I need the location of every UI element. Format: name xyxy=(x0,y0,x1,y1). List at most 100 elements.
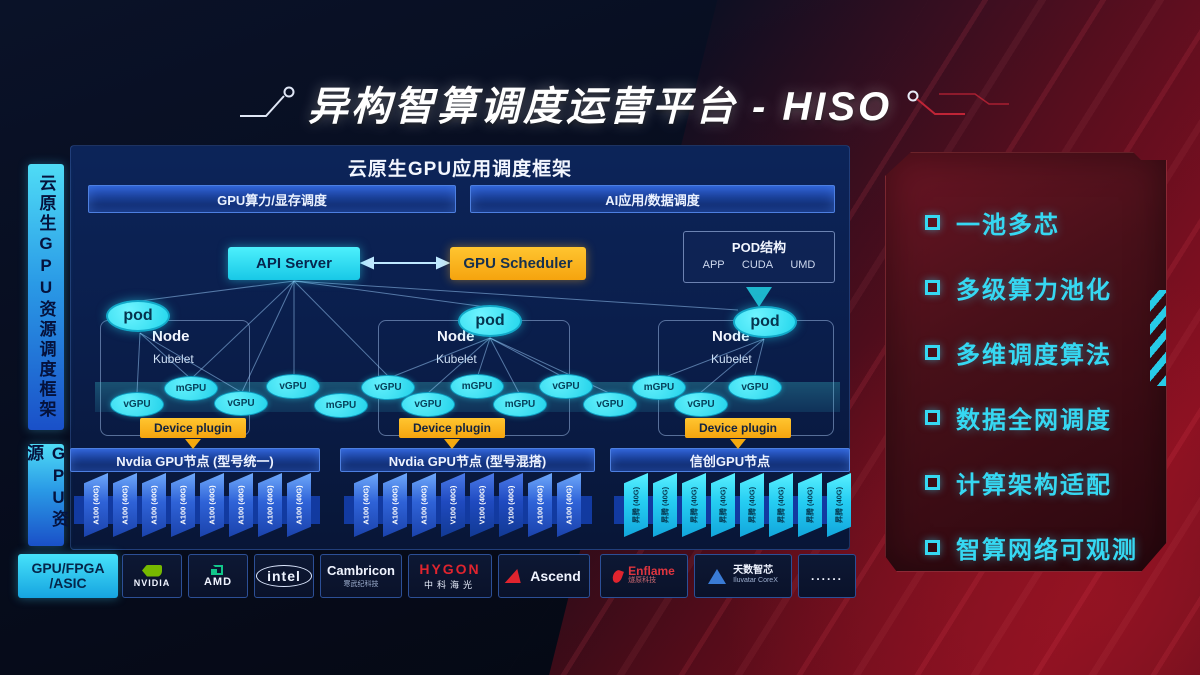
gpu-card: A100 (40G) xyxy=(383,473,407,537)
gpu-compute-scheduling-bar: GPU算力/显存调度 xyxy=(88,185,456,213)
square-bullet-icon xyxy=(925,215,940,230)
gpu-unit-ellipse: mGPU xyxy=(493,392,547,417)
device-plugin-3: Device plugin xyxy=(685,418,791,438)
pod-layer-cuda: CUDA xyxy=(741,259,774,271)
gpu-unit-ellipse: vGPU xyxy=(214,391,268,416)
gpu-unit-ellipse: vGPU xyxy=(674,392,728,417)
gpu-unit-ellipse: mGPU xyxy=(164,376,218,401)
gpu-unit-ellipse: vGPU xyxy=(583,392,637,417)
device-plugin-2: Device plugin xyxy=(399,418,505,438)
gpu-card: 昇腾 (40G) xyxy=(769,473,793,537)
feature-item: 计算架构适配 xyxy=(925,450,1138,515)
gpu-unit-ellipse: mGPU xyxy=(632,375,686,400)
gpu-card-band-1 xyxy=(74,496,320,524)
gpu-card: A100 (40G) xyxy=(171,473,195,537)
gpu-group-label-1: Nvdia GPU节点 (型号统一) xyxy=(70,448,320,472)
feature-item: 智算网络可观测 xyxy=(925,515,1138,580)
pod-ellipse-1: pod xyxy=(106,300,170,332)
feature-panel xyxy=(885,152,1167,572)
square-bullet-icon xyxy=(925,410,940,425)
device-plugin-arrow-3 xyxy=(730,439,746,449)
pod-ellipse-3: pod xyxy=(733,306,797,338)
gpu-card: A100 (40G) xyxy=(142,473,166,537)
gpu-card: A100 (40G) xyxy=(287,473,311,537)
square-bullet-icon xyxy=(925,540,940,555)
gpu-unit-ellipse: vGPU xyxy=(266,374,320,399)
square-bullet-icon xyxy=(925,475,940,490)
sidebar-framework-label: 云原生GPU资源调度框架 xyxy=(28,164,64,430)
feature-item: 数据全网调度 xyxy=(925,385,1138,450)
gpu-group-label-2: Nvdia GPU节点 (型号混搭) xyxy=(340,448,595,472)
hardware-label-line2: /ASIC xyxy=(49,575,87,591)
vendor-amd: AMD xyxy=(188,554,248,598)
gpu-card: V100 (40G) xyxy=(499,473,523,537)
feature-item: 一池多芯 xyxy=(925,190,1138,255)
gpu-card: A100 (40G) xyxy=(258,473,282,537)
gpu-unit-ellipse: vGPU xyxy=(401,392,455,417)
gpu-card: A100 (40G) xyxy=(84,473,108,537)
kubelet-label-3: Kubelet xyxy=(711,352,752,366)
square-bullet-icon xyxy=(925,280,940,295)
feature-list: 一池多芯 多级算力池化 多维调度算法 数据全网调度 计算架构适配 智算网络可观测 xyxy=(925,190,1138,580)
square-bullet-icon xyxy=(925,345,940,360)
amd-logo-icon xyxy=(211,564,223,575)
page-title: 异构智算调度运营平台 - HISO xyxy=(307,85,893,129)
gpu-card: A100 (40G) xyxy=(113,473,137,537)
gpu-card: 昇腾 (40G) xyxy=(827,473,851,537)
gpu-card: A100 (40G) xyxy=(528,473,552,537)
gpu-card: A100 (40G) xyxy=(354,473,378,537)
vendor-iluvatar: 天数智芯 Iluvatar CoreX xyxy=(694,554,792,598)
gpu-scheduler-box: GPU Scheduler xyxy=(450,247,586,280)
device-plugin-arrow-2 xyxy=(444,439,460,449)
gpu-card-band-2 xyxy=(344,496,592,524)
vendor-hygon: HYGON 中科海光 xyxy=(408,554,492,598)
circuit-node-icon xyxy=(907,90,1009,115)
ai-data-scheduling-bar: AI应用/数据调度 xyxy=(470,185,835,213)
iluvatar-logo-icon xyxy=(708,568,727,584)
gpu-card: 昇腾 (40G) xyxy=(653,473,677,537)
ascend-logo-icon xyxy=(504,569,526,583)
vendor-cambricon: Cambricon 寒武纪科技 xyxy=(320,554,402,598)
gpu-unit-ellipse: vGPU xyxy=(539,374,593,399)
device-plugin-1: Device plugin xyxy=(140,418,246,438)
hardware-label-line1: GPU/FPGA xyxy=(31,560,105,576)
gpu-card: 昇腾 (40G) xyxy=(711,473,735,537)
gpu-unit-ellipse: mGPU xyxy=(450,374,504,399)
enflame-logo-icon xyxy=(611,568,625,584)
framework-header: 云原生GPU应用调度框架 xyxy=(347,159,573,180)
gpu-card: A100 (40G) xyxy=(412,473,436,537)
gpu-card: 昇腾 (40G) xyxy=(798,473,822,537)
pod-ellipse-2: pod xyxy=(458,305,522,337)
vendor-intel: intel xyxy=(254,554,314,598)
kubelet-label-1: Kubelet xyxy=(153,352,194,366)
gpu-card: A100 (40G) xyxy=(229,473,253,537)
api-server-box: API Server xyxy=(228,247,360,280)
pod-layer-app: APP xyxy=(702,259,725,271)
pod-layer-umd: UMD xyxy=(790,259,816,271)
gpu-card: A100 (40G) xyxy=(557,473,581,537)
node-label-1: Node xyxy=(152,328,190,345)
pod-structure-title: POD结构 xyxy=(731,240,787,255)
vendor-ascend: Ascend xyxy=(498,554,590,598)
vendor-more: ...... xyxy=(798,554,856,598)
gpu-unit-ellipse: vGPU xyxy=(110,392,164,417)
hazard-stripe-decoration xyxy=(1150,290,1166,386)
feature-item: 多级算力池化 xyxy=(925,255,1138,320)
kubelet-label-2: Kubelet xyxy=(436,352,477,366)
vendor-nvidia: NVIDIA xyxy=(122,554,182,598)
gpu-group-label-3: 信创GPU节点 xyxy=(610,448,850,472)
gpu-card: 昇腾 (40G) xyxy=(682,473,706,537)
gpu-card: 昇腾 (40G) xyxy=(740,473,764,537)
gpu-card: A100 (40G) xyxy=(200,473,224,537)
sidebar-gpu-resource-label: GPU资源 xyxy=(24,444,68,546)
gpu-card: 昇腾 (40G) xyxy=(624,473,648,537)
gpu-unit-ellipse: mGPU xyxy=(314,393,368,418)
device-plugin-arrow-1 xyxy=(185,439,201,449)
intel-logo-icon: intel xyxy=(256,565,312,587)
gpu-card: V100 (40G) xyxy=(441,473,465,537)
pod-structure-box: POD结构 APP CUDA UMD xyxy=(683,231,835,283)
hardware-type-label: GPU/FPGA /ASIC xyxy=(18,554,118,598)
circuit-node-icon xyxy=(240,86,295,117)
gpu-card: V100 (40G) xyxy=(470,473,494,537)
